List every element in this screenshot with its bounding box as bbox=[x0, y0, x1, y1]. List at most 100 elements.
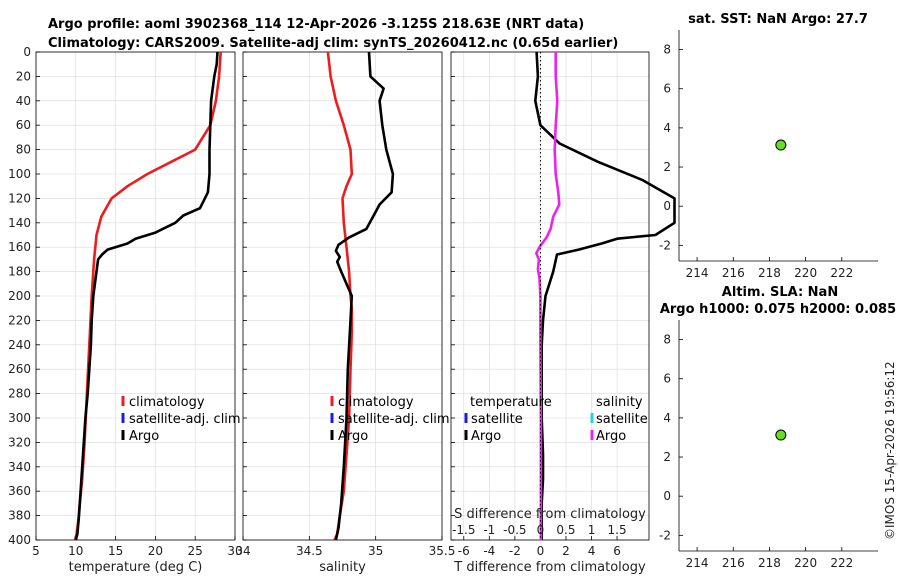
x-tick-label: 25 bbox=[188, 544, 203, 558]
series-line-argo bbox=[334, 51, 395, 541]
y-tick-label: 280 bbox=[8, 387, 31, 401]
s-tick-label: 1.5 bbox=[608, 523, 627, 537]
s-tick-label: 1 bbox=[588, 523, 596, 537]
x-tick-label: 214 bbox=[686, 556, 709, 570]
x-axis-label: salinity bbox=[319, 560, 366, 575]
y-tick-label: 240 bbox=[8, 338, 31, 352]
y-tick-label: 2 bbox=[663, 160, 671, 174]
legend-label: satellite bbox=[471, 412, 523, 427]
y-tick-label: 140 bbox=[8, 216, 31, 230]
y-tick-label: 400 bbox=[8, 533, 31, 547]
x-tick-label: 30 bbox=[227, 544, 242, 558]
x-tick-label: 20 bbox=[148, 544, 163, 558]
x-tick-label: 4 bbox=[588, 544, 596, 558]
s-tick-label: -0.5 bbox=[503, 523, 526, 537]
legend-label: Argo bbox=[471, 429, 501, 444]
series-line-argo bbox=[74, 51, 219, 541]
y-tick-label: 120 bbox=[8, 191, 31, 205]
legend-label: satellite-adj. clim bbox=[129, 412, 241, 427]
y-tick-label: 6 bbox=[663, 82, 671, 96]
x-tick-label: 0 bbox=[537, 544, 545, 558]
x-tick-label: 218 bbox=[758, 266, 781, 280]
legend-title-salinity: salinity bbox=[596, 395, 643, 410]
legend-label: Argo bbox=[338, 429, 368, 444]
x-tick-label: 10 bbox=[68, 544, 83, 558]
x-tick-label: 2 bbox=[562, 544, 570, 558]
y-tick-label: 6 bbox=[663, 372, 671, 386]
y-tick-label: 200 bbox=[8, 289, 31, 303]
x-tick-label: 15 bbox=[108, 544, 123, 558]
y-tick-label: 0 bbox=[663, 199, 671, 213]
temperature-panel: 0 20 40 60 80 100 120 140 160 180 200 220 240 260 280 3… bbox=[8, 45, 243, 575]
x-tick-label: 216 bbox=[722, 556, 745, 570]
x-tick-label: -6 bbox=[458, 544, 470, 558]
x-tick-label: 5 bbox=[32, 544, 40, 558]
x-tick-label: 35.5 bbox=[429, 544, 456, 558]
legend-label: Argo bbox=[129, 429, 159, 444]
y-tick-label: 380 bbox=[8, 509, 31, 523]
y-tick-label: 60 bbox=[16, 118, 31, 132]
salinity-panel: 34 34.5 35 35.5 salinity climatology satellite… bbox=[235, 51, 456, 575]
s-tick-label: -1 bbox=[483, 523, 495, 537]
imos-watermark: ©IMOS 15-Apr-2026 19:56:12 bbox=[883, 361, 897, 540]
y-tick-label: 100 bbox=[8, 167, 31, 181]
y-tick-label: 160 bbox=[8, 240, 31, 254]
y-tick-label: 360 bbox=[8, 484, 31, 498]
x-tick-label: 34.5 bbox=[296, 544, 323, 558]
x-tick-label: 216 bbox=[722, 266, 745, 280]
sla-title: Altim. SLA: NaN bbox=[722, 285, 838, 300]
argo-position-marker bbox=[775, 139, 787, 151]
y-tick-label: -2 bbox=[659, 528, 671, 542]
x-axis-label: temperature (deg C) bbox=[69, 560, 203, 575]
legend-title-temperature: temperature bbox=[470, 395, 552, 410]
x-tick-label: 6 bbox=[613, 544, 621, 558]
y-tick-label: 8 bbox=[663, 333, 671, 347]
y-tick-label: 260 bbox=[8, 362, 31, 376]
y-tick-label: 8 bbox=[663, 43, 671, 57]
y-tick-label: -2 bbox=[659, 238, 671, 252]
y-tick-label: 4 bbox=[663, 121, 671, 135]
legend-label: satellite-adj. clim bbox=[338, 412, 450, 427]
series-line-t-argo bbox=[533, 51, 676, 540]
y-tick-label: 340 bbox=[8, 460, 31, 474]
x-tick-label: 220 bbox=[794, 266, 817, 280]
y-tick-label: 40 bbox=[16, 94, 31, 108]
sst-panel: -2 0 2 4 6 8 214 216 218 220 222 sat. SST: NaN Argo… bbox=[659, 12, 878, 280]
difference-panel: -6 -4 -2 0 2 4 6 T difference from climatology S… bbox=[450, 51, 676, 575]
y-tick-label: 180 bbox=[8, 265, 31, 279]
legend-label: satellite bbox=[596, 412, 648, 427]
s-tick-label: -1.5 bbox=[452, 523, 475, 537]
y-tick-label: 0 bbox=[23, 45, 31, 59]
y-tick-label: 4 bbox=[663, 411, 671, 425]
y-tick-label: 80 bbox=[16, 143, 31, 157]
x-tick-label: 214 bbox=[686, 266, 709, 280]
s-tick-label: 0 bbox=[537, 523, 545, 537]
main-title-line2: Climatology: CARS2009. Satellite-adj cli… bbox=[48, 36, 618, 51]
x-tick-label: 222 bbox=[830, 266, 853, 280]
y-tick-label: 0 bbox=[663, 489, 671, 503]
argo-position-marker bbox=[775, 429, 787, 441]
y-tick-label: 320 bbox=[8, 435, 31, 449]
x-tick-label: 218 bbox=[758, 556, 781, 570]
y-tick-label: 300 bbox=[8, 411, 31, 425]
x-tick-label: 220 bbox=[794, 556, 817, 570]
main-title-line1: Argo profile: aoml 3902368_114 12-Apr-20… bbox=[48, 17, 584, 32]
x-axis-label: T difference from climatology bbox=[453, 560, 646, 575]
legend-label: Argo bbox=[596, 429, 626, 444]
legend-label: climatology bbox=[338, 395, 414, 410]
sst-title: sat. SST: NaN Argo: 27.7 bbox=[688, 12, 868, 27]
x-tick-label: 34 bbox=[235, 544, 250, 558]
y-tick-label: 2 bbox=[663, 450, 671, 464]
y-tick-label: 20 bbox=[16, 69, 31, 83]
y-tick-label: 220 bbox=[8, 313, 31, 327]
x-tick-label: 35 bbox=[368, 544, 383, 558]
legend-label: climatology bbox=[129, 395, 205, 410]
x-tick-label: 222 bbox=[830, 556, 853, 570]
x-tick-label: -2 bbox=[509, 544, 521, 558]
x-tick-label: -4 bbox=[483, 544, 495, 558]
sla-panel: -2 0 2 4 6 8 214 216 218 220 222 Altim. SLA: NaN Arg… bbox=[659, 285, 896, 570]
sla-subtitle: Argo h1000: 0.075 h2000: 0.085 bbox=[660, 302, 896, 317]
s-tick-label: 0.5 bbox=[556, 523, 575, 537]
s-axis-label: S difference from climatology bbox=[454, 507, 646, 522]
